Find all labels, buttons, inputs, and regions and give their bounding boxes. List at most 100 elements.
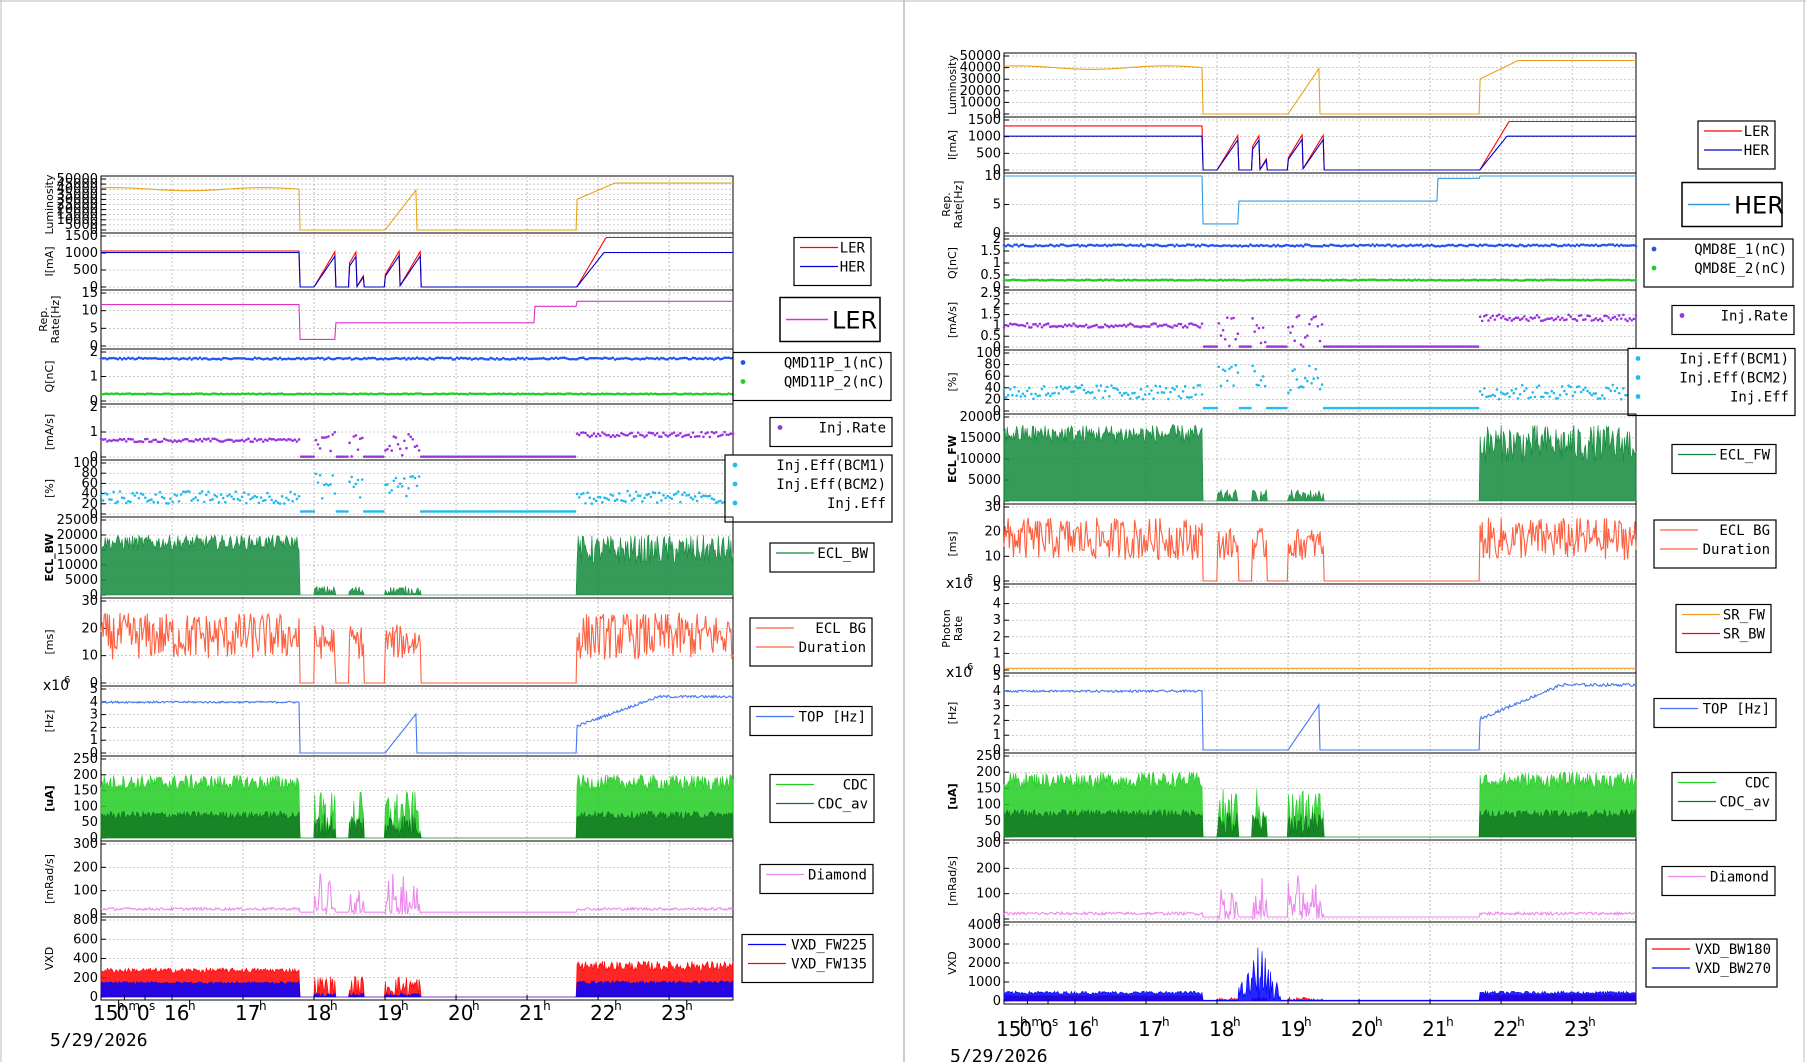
data-point-q2 [1563, 278, 1566, 282]
data-point-q2 [348, 393, 351, 396]
data-point-injr [327, 435, 330, 438]
data-point-q1 [1023, 244, 1027, 248]
data-point-q2 [1487, 279, 1490, 282]
data-point-q2 [472, 392, 476, 396]
data-point-q1 [508, 358, 511, 361]
data-point-q2 [1537, 279, 1541, 282]
data-point-injr [1335, 345, 1339, 348]
data-point-q2 [535, 392, 539, 396]
data-point-q2 [1312, 278, 1315, 282]
data-point-injr [1150, 323, 1153, 326]
data-point-q2 [1266, 279, 1269, 282]
data-point-eff [1565, 392, 1568, 396]
data-point-eff [1384, 406, 1387, 410]
data-point-q2 [1424, 279, 1427, 282]
data-point-q1 [1036, 244, 1040, 248]
data-point-injr [1495, 314, 1499, 318]
data-point-eff [1072, 390, 1075, 393]
data-point-eff [1352, 406, 1356, 410]
legend-dot [777, 425, 783, 430]
data-point-injr [1314, 315, 1318, 318]
data-point-q1 [1175, 243, 1179, 246]
data-point-q2 [1230, 278, 1233, 282]
data-point-q2 [118, 392, 122, 396]
data-point-q1 [411, 356, 415, 360]
y-tick-label: 500 [73, 263, 98, 278]
data-point-q1 [1550, 243, 1554, 246]
data-point-q1 [626, 357, 629, 360]
data-point-eff [1108, 395, 1111, 398]
data-point-q2 [1613, 278, 1617, 282]
data-point-q2 [1588, 279, 1591, 282]
data-point-injr [325, 435, 328, 439]
data-point-q1 [1025, 244, 1029, 248]
data-point-injr [422, 455, 425, 458]
data-point-eff [476, 510, 480, 513]
data-point-q1 [512, 357, 516, 361]
data-point-injr [1036, 324, 1040, 328]
data-point-q1 [1124, 244, 1128, 248]
legend-label: TOP [Hz] [1703, 702, 1770, 718]
y-tick-label: 0 [993, 663, 1001, 678]
data-point-q1 [1464, 244, 1467, 248]
data-point-injr [398, 447, 402, 451]
data-point-q2 [1497, 279, 1501, 282]
y-tick-label: 4 [993, 597, 1001, 612]
data-point-eff [1215, 406, 1219, 410]
data-point-eff [1263, 384, 1267, 388]
data-point-injr [1504, 317, 1507, 321]
data-point-eff [628, 494, 632, 497]
data-point-injr [493, 455, 497, 458]
data-point-q1 [1011, 245, 1014, 248]
data-point-injr [1015, 323, 1018, 326]
data-point-injr [731, 432, 735, 435]
data-point-eff [455, 510, 459, 513]
data-point-eff [1592, 392, 1596, 395]
y-tick-label: 5 [90, 321, 98, 336]
data-point-q2 [1017, 278, 1021, 282]
data-point-q2 [1560, 278, 1564, 282]
data-point-injr [1268, 345, 1271, 348]
data-point-eff [710, 497, 714, 500]
data-point-injr [306, 455, 309, 458]
data-point-injr [1194, 323, 1198, 327]
data-point-q1 [1038, 244, 1042, 247]
data-point-q2 [643, 392, 646, 396]
data-point-injr [1282, 345, 1286, 348]
data-point-q2 [1295, 278, 1299, 281]
data-point-injr [664, 433, 667, 437]
data-point-q2 [403, 392, 406, 395]
data-point-q1 [1499, 243, 1503, 247]
data-point-eff [706, 494, 710, 498]
data-point-eff [550, 510, 554, 513]
data-point-q1 [1339, 244, 1343, 248]
data-point-q1 [1577, 244, 1581, 248]
data-point-q2 [1129, 279, 1132, 282]
data-point-q1 [1474, 244, 1478, 248]
data-point-q2 [1421, 278, 1425, 282]
data-point-q1 [689, 357, 693, 361]
data-point-q2 [476, 392, 480, 396]
data-point-eff [1299, 385, 1303, 388]
data-point-eff [1084, 391, 1088, 395]
y-axis-label: Luminosity [946, 55, 959, 115]
data-point-q1 [1356, 244, 1360, 248]
x-tick-label-suffix: h [1446, 1015, 1454, 1029]
data-point-injr [120, 438, 124, 442]
data-point-q2 [653, 392, 657, 395]
data-point-q2 [1590, 279, 1594, 282]
data-point-injr [632, 435, 636, 438]
data-point-injr [1558, 318, 1562, 321]
data-point-injr [1396, 345, 1400, 348]
data-point-q1 [350, 358, 353, 361]
data-point-injr [167, 439, 170, 442]
data-point-q1 [333, 357, 337, 361]
data-point-injr [1251, 317, 1254, 320]
x-tick-label: 18 [1209, 1017, 1234, 1041]
data-point-eff [1548, 395, 1551, 398]
data-point-q1 [293, 357, 297, 361]
data-point-q2 [325, 392, 328, 396]
data-point-injr [1211, 345, 1214, 348]
